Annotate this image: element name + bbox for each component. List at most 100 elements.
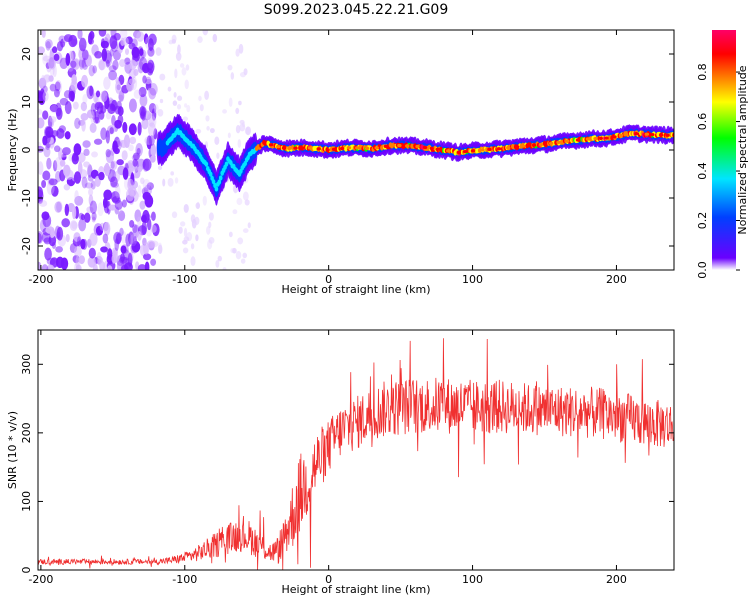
x-tick-label: -100 bbox=[172, 573, 197, 586]
heatmap-cell bbox=[184, 103, 188, 108]
heatmap-cell bbox=[56, 41, 64, 52]
heatmap-cell bbox=[287, 146, 292, 150]
heatmap-cell bbox=[217, 255, 223, 262]
heatmap-cell bbox=[222, 109, 228, 114]
heatmap-cell bbox=[232, 209, 238, 215]
heatmap-cell bbox=[56, 201, 63, 213]
y-tick-label: 200 bbox=[20, 422, 33, 443]
heatmap-cell bbox=[38, 46, 45, 55]
heatmap-cell bbox=[82, 140, 91, 148]
y-tick-label: 0 bbox=[20, 567, 33, 574]
heatmap-cell bbox=[128, 123, 137, 136]
heatmap-cell bbox=[41, 264, 49, 270]
heatmap-cell bbox=[86, 206, 94, 213]
heatmap-cell bbox=[116, 159, 124, 166]
heatmap-cell bbox=[47, 115, 53, 129]
heatmap-cell bbox=[215, 260, 220, 268]
heatmap-cell bbox=[103, 200, 110, 214]
heatmap-cell bbox=[122, 121, 128, 134]
y-tick-label: 0 bbox=[20, 147, 33, 154]
heatmap-cell bbox=[43, 74, 52, 83]
heatmap-cell bbox=[130, 177, 136, 186]
heatmap-cell bbox=[71, 205, 77, 220]
heatmap-cell bbox=[462, 150, 468, 154]
heatmap-cell bbox=[38, 145, 45, 153]
heatmap-cell bbox=[238, 43, 244, 54]
heatmap-cell bbox=[92, 263, 98, 270]
heatmap-cell bbox=[658, 133, 664, 137]
x-tick-label: 0 bbox=[325, 573, 332, 586]
heatmap-cell bbox=[43, 146, 51, 158]
spectrogram-y-label: Frequency (Hz) bbox=[6, 109, 19, 192]
heatmap-cell bbox=[99, 261, 106, 270]
heatmap-cell bbox=[158, 244, 163, 254]
heatmap-cell bbox=[136, 216, 142, 227]
heatmap-cell bbox=[120, 253, 125, 263]
heatmap-cell bbox=[78, 255, 85, 265]
heatmap-cell bbox=[74, 195, 84, 206]
heatmap-cell bbox=[42, 85, 48, 93]
heatmap-cell bbox=[397, 143, 402, 148]
heatmap-cell bbox=[612, 135, 617, 139]
heatmap-cell bbox=[316, 147, 321, 151]
heatmap-cell bbox=[515, 145, 520, 149]
heatmap-cell bbox=[142, 178, 151, 190]
heatmap-cell bbox=[110, 30, 117, 39]
heatmap-cell bbox=[89, 232, 98, 246]
heatmap-cell bbox=[112, 140, 118, 153]
heatmap-cell bbox=[70, 80, 79, 91]
heatmap-cell bbox=[129, 234, 138, 247]
heatmap-cell bbox=[598, 136, 603, 140]
heatmap-cell bbox=[80, 101, 88, 112]
heatmap-cell bbox=[93, 138, 103, 145]
heatmap-cell bbox=[162, 178, 166, 187]
colorbar-tick-label: 0.0 bbox=[696, 261, 709, 279]
heatmap-cell bbox=[364, 146, 370, 150]
snr-y-ticks: 0 100 200 300 bbox=[20, 354, 674, 574]
heatmap-cell bbox=[199, 104, 204, 112]
heatmap-cell bbox=[171, 38, 176, 44]
heatmap-cell bbox=[140, 177, 145, 185]
heatmap-cell bbox=[134, 209, 142, 222]
heatmap-cell bbox=[105, 149, 111, 158]
heatmap-cell bbox=[136, 31, 145, 42]
heatmap-cell bbox=[232, 247, 237, 254]
heatmap-cell bbox=[144, 136, 154, 145]
heatmap-cell bbox=[98, 171, 105, 181]
heatmap-cell bbox=[186, 104, 191, 113]
heatmap-cell bbox=[100, 127, 107, 140]
heatmap-cell bbox=[131, 224, 138, 234]
heatmap-cell bbox=[77, 30, 83, 40]
heatmap-cell bbox=[146, 240, 156, 249]
heatmap-cell bbox=[150, 224, 157, 233]
snr-x-ticks: -200 -100 0 100 200 bbox=[28, 330, 627, 586]
heatmap-cell bbox=[206, 126, 210, 131]
heatmap-cell bbox=[391, 143, 396, 147]
heatmap-cell bbox=[142, 158, 150, 172]
y-tick-label: 100 bbox=[20, 491, 33, 512]
heatmap-cell bbox=[139, 106, 147, 117]
heatmap-cell bbox=[194, 216, 200, 226]
heatmap-cell bbox=[143, 33, 149, 45]
heatmap-cell bbox=[107, 265, 113, 270]
heatmap-cell bbox=[97, 202, 104, 217]
heatmap-cell bbox=[108, 70, 118, 81]
heatmap-cell bbox=[142, 75, 147, 84]
heatmap-cell bbox=[146, 227, 152, 237]
heatmap-cell bbox=[235, 125, 241, 134]
heatmap-cell bbox=[181, 67, 187, 76]
heatmap-cell bbox=[102, 233, 109, 244]
x-tick-label: 200 bbox=[606, 573, 627, 586]
heatmap-cell bbox=[179, 63, 185, 68]
heatmap-cell bbox=[45, 126, 54, 138]
heatmap-cell bbox=[183, 227, 188, 238]
heatmap-cell bbox=[128, 78, 136, 85]
heatmap-cell bbox=[548, 141, 554, 145]
heatmap-cell bbox=[245, 126, 251, 136]
heatmap-cell bbox=[82, 94, 88, 104]
heatmap-cell bbox=[174, 177, 179, 184]
x-tick-label: -100 bbox=[172, 273, 197, 286]
y-tick-label: 300 bbox=[20, 354, 33, 375]
heatmap-cell bbox=[118, 90, 125, 102]
heatmap-cell bbox=[242, 252, 248, 259]
